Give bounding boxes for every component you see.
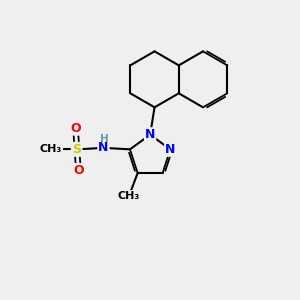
Text: N: N (165, 143, 175, 156)
Text: CH₃: CH₃ (40, 144, 62, 154)
Text: S: S (73, 143, 82, 156)
Text: H: H (100, 134, 108, 144)
Text: N: N (98, 141, 109, 154)
Text: N: N (145, 128, 155, 141)
Text: CH₃: CH₃ (118, 191, 140, 201)
Text: O: O (73, 164, 84, 177)
Text: O: O (70, 122, 81, 135)
